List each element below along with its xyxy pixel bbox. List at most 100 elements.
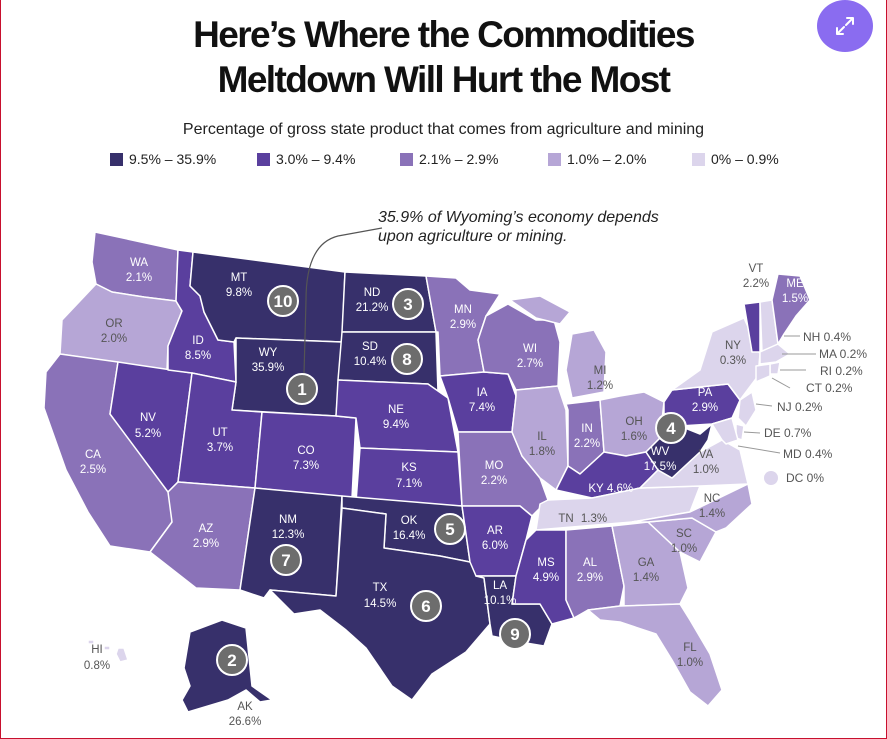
label-SD-pct: 10.4% — [354, 356, 387, 368]
legend-label: 0% – 0.9% — [711, 151, 779, 167]
side-label-NJ: NJ 0.2% — [777, 400, 823, 414]
label-IA-pct: 7.4% — [469, 402, 495, 414]
label-NY-pct: 0.3% — [720, 355, 746, 367]
label-TN-abbr: TN — [558, 513, 573, 525]
legend-item: 3.0% – 9.4% — [257, 151, 355, 167]
label-IL-abbr: IL — [537, 431, 547, 443]
rank-number: 9 — [510, 625, 519, 644]
side-label-DE: DE 0.7% — [764, 426, 812, 440]
rank-badge-ND: 3 — [392, 288, 424, 320]
state-CO[interactable] — [254, 411, 357, 499]
side-label-MD: MD 0.4% — [783, 447, 833, 461]
rank-number: 2 — [227, 651, 236, 670]
label-VA-pct: 1.0% — [693, 464, 719, 476]
label-IL-pct: 1.8% — [529, 446, 555, 458]
label-UT-abbr: UT — [212, 427, 227, 439]
label-SC-abbr: SC — [676, 528, 692, 540]
label-OR-pct: 2.0% — [101, 333, 127, 345]
label-PA-pct: 2.9% — [692, 402, 718, 414]
label-GA-abbr: GA — [638, 557, 655, 569]
state-KS[interactable] — [355, 447, 463, 507]
label-OH-abbr: OH — [625, 416, 642, 428]
label-ID-pct: 8.5% — [185, 350, 211, 362]
label-NE-pct: 9.4% — [383, 419, 409, 431]
label-IA-abbr: IA — [477, 387, 488, 399]
state-FL[interactable] — [587, 603, 723, 707]
state-ME[interactable] — [771, 273, 811, 345]
state-MT[interactable] — [189, 251, 346, 343]
state-HI[interactable] — [87, 639, 129, 663]
label-KY-abbr: KY — [588, 483, 604, 495]
title-line-1: Here’s Where the Commodities — [193, 14, 695, 55]
side-label-NH: NH 0.4% — [803, 330, 851, 344]
state-MD[interactable] — [711, 417, 739, 445]
label-MO-abbr: MO — [485, 460, 504, 472]
label-OR-abbr: OR — [105, 318, 122, 330]
state-IL[interactable] — [511, 385, 569, 491]
label-FL-pct: 1.0% — [677, 657, 703, 669]
label-HI-abbr: HI — [91, 644, 103, 656]
rank-number: 10 — [274, 292, 293, 311]
legend-swatch — [257, 152, 270, 166]
state-CT[interactable] — [755, 363, 771, 383]
label-NV-pct: 5.2% — [135, 428, 161, 440]
label-WY-abbr: WY — [259, 347, 278, 359]
label-NY-abbr: NY — [725, 340, 741, 352]
label-MS-pct: 4.9% — [533, 572, 559, 584]
rank-badge-OK: 5 — [434, 513, 466, 545]
label-LA-abbr: LA — [493, 580, 507, 592]
rank-badge-NM: 7 — [270, 544, 302, 576]
label-AR-abbr: AR — [487, 525, 503, 537]
label-MT-pct: 9.8% — [226, 287, 252, 299]
expand-arrows-icon — [836, 17, 854, 35]
state-NM[interactable] — [239, 487, 343, 599]
rank-number: 4 — [666, 419, 676, 438]
rank-badge-LA: 9 — [499, 618, 531, 650]
label-WA-pct: 2.1% — [126, 272, 152, 284]
label-CO-abbr: CO — [297, 445, 314, 457]
label-AK-pct: 26.6% — [229, 716, 262, 728]
label-AK-abbr: AK — [237, 701, 253, 713]
label-AZ-pct: 2.9% — [193, 538, 219, 550]
side-label-MA: MA 0.2% — [819, 347, 867, 361]
rank-number: 1 — [297, 380, 306, 399]
legend-swatch — [400, 152, 413, 166]
state-MA[interactable] — [759, 343, 791, 365]
label-MT-abbr: MT — [231, 272, 248, 284]
legend-item: 9.5% – 35.9% — [110, 151, 216, 167]
label-OH-pct: 1.6% — [621, 431, 647, 443]
label-WI-pct: 2.7% — [517, 358, 543, 370]
label-MN-abbr: MN — [454, 304, 472, 316]
label-NM-abbr: NM — [279, 514, 297, 526]
rank-badge-AK: 2 — [216, 644, 248, 676]
label-MS-abbr: MS — [537, 557, 555, 569]
label-ND-pct: 21.2% — [356, 302, 389, 314]
expand-button[interactable] — [817, 0, 873, 52]
label-MI-abbr: MI — [594, 365, 607, 377]
label-CA-abbr: CA — [85, 449, 101, 461]
label-LA-pct: 10.1% — [484, 595, 517, 607]
label-VT-pct: 2.2% — [743, 278, 769, 290]
state-MS[interactable] — [511, 529, 575, 625]
label-HI-pct: 0.8% — [84, 660, 110, 672]
state-TX[interactable] — [269, 507, 491, 701]
label-KY-pct: 4.6% — [607, 483, 633, 495]
label-TX-pct: 14.5% — [364, 598, 397, 610]
label-PA-abbr: PA — [698, 387, 713, 399]
label-NM-pct: 12.3% — [272, 529, 305, 541]
dc-marker — [764, 471, 778, 485]
state-NJ[interactable] — [737, 391, 757, 427]
state-NC[interactable] — [631, 483, 753, 533]
label-WV-abbr: WV — [651, 446, 670, 458]
state-WY[interactable] — [231, 337, 343, 417]
title-line-2: Meltdown Will Hurt the Most — [217, 59, 671, 100]
map-subtitle: Percentage of gross state product that c… — [182, 121, 705, 138]
legend-label: 9.5% – 35.9% — [129, 151, 217, 167]
label-OK-abbr: OK — [401, 515, 418, 527]
state-MI[interactable] — [509, 295, 607, 399]
rank-number: 3 — [403, 295, 412, 314]
rank-badge-SD: 8 — [391, 343, 423, 375]
state-RI[interactable] — [769, 361, 781, 375]
annotation-line-1: 35.9% of Wyoming’s economy depends — [378, 209, 659, 226]
label-TN-pct: 1.3% — [581, 513, 607, 525]
